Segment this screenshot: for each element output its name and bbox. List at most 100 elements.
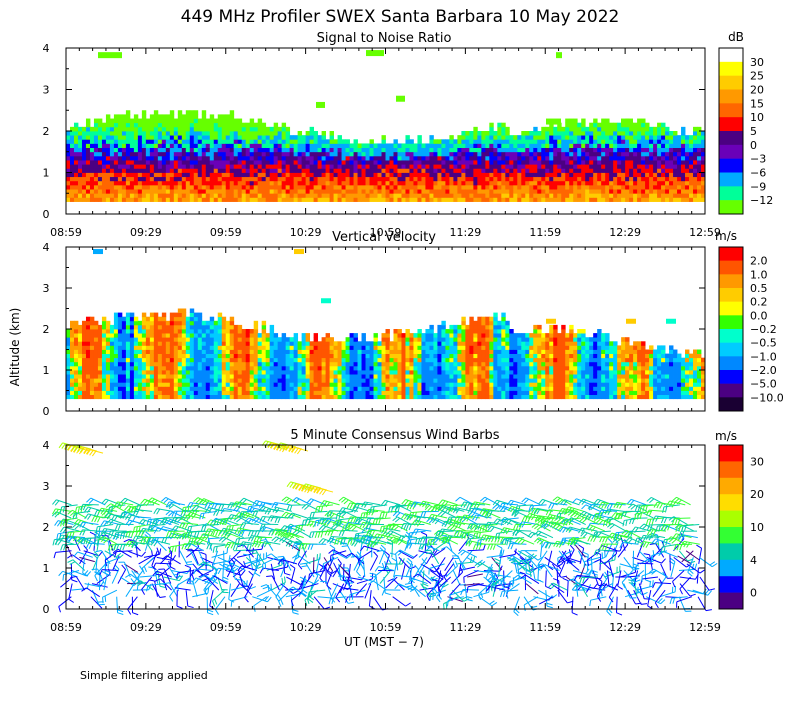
vv-cell [358, 378, 362, 383]
snr-cell [202, 110, 206, 115]
snr-cell [158, 127, 162, 132]
snr-cell [521, 148, 525, 153]
vv-cell [433, 382, 437, 387]
snr-cell [146, 143, 150, 148]
snr-cell [334, 160, 338, 165]
snr-cell [569, 160, 573, 165]
snr-cell [278, 197, 282, 202]
vv-cell [362, 350, 366, 355]
vv-cell [330, 395, 334, 400]
vv-cell [86, 317, 90, 322]
snr-cell [346, 164, 350, 169]
vv-cell [485, 366, 489, 371]
vv-cell [449, 358, 453, 363]
snr-cell [481, 139, 485, 144]
snr-cell [493, 164, 497, 169]
snr-cell [114, 193, 118, 198]
vv-cell [481, 329, 485, 334]
vv-cell [489, 350, 493, 355]
snr-cell [254, 181, 258, 186]
snr-cell [142, 197, 146, 202]
vv-cell [94, 382, 98, 387]
vv-cell [374, 354, 378, 359]
snr-cell [657, 160, 661, 165]
snr-cell [673, 168, 677, 173]
vv-cell [298, 366, 302, 371]
vv-cell [130, 321, 134, 326]
vv-cell [182, 386, 186, 391]
snr-cell [561, 193, 565, 198]
snr-cell [194, 193, 198, 198]
vv-cell [170, 362, 174, 367]
vv-cell [342, 366, 346, 371]
snr-cell [525, 135, 529, 140]
snr-cell [194, 131, 198, 136]
vv-cell [186, 317, 190, 322]
snr-cell [621, 185, 625, 190]
vv-cell [382, 358, 386, 363]
vv-cell [370, 370, 374, 375]
snr-cell [258, 185, 262, 190]
snr-cell [222, 189, 226, 194]
snr-cell [437, 160, 441, 165]
vv-cell [397, 333, 401, 338]
snr-cell [94, 177, 98, 182]
vv-cell [282, 378, 286, 383]
vv-cell [198, 358, 202, 363]
snr-cell [358, 177, 362, 182]
snr-cell [350, 189, 354, 194]
snr-cell [417, 143, 421, 148]
snr-cell [525, 173, 529, 178]
vv-cell [178, 337, 182, 342]
snr-cell [437, 164, 441, 169]
snr-cell [589, 152, 593, 157]
snr-cell [266, 156, 270, 161]
vv-cell [302, 366, 306, 371]
snr-cell [106, 119, 110, 124]
snr-cell [529, 152, 533, 157]
snr-cell [126, 152, 130, 157]
snr-cell [210, 193, 214, 198]
snr-cell [246, 139, 250, 144]
snr-cell [453, 164, 457, 169]
vv-cell [106, 341, 110, 346]
vv-cell [346, 354, 350, 359]
snr-cell [677, 189, 681, 194]
snr-cell [653, 185, 657, 190]
vv-cell [397, 350, 401, 355]
snr-cell [358, 185, 362, 190]
vv-cell [98, 358, 102, 363]
snr-cell [382, 197, 386, 202]
vv-cell [274, 374, 278, 379]
snr-cell [366, 193, 370, 198]
vv-cell [338, 382, 342, 387]
snr-cell [126, 148, 130, 153]
snr-cell [146, 177, 150, 182]
colorbar-label: 15 [750, 97, 764, 110]
snr-cell [106, 156, 110, 161]
snr-cell [677, 185, 681, 190]
snr-cell [693, 189, 697, 194]
vv-cell [238, 366, 242, 371]
vv-cell [142, 317, 146, 322]
snr-cell [142, 131, 146, 136]
snr-cell [174, 173, 178, 178]
snr-cell [453, 139, 457, 144]
snr-cell [493, 139, 497, 144]
snr-cell [661, 152, 665, 157]
snr-cell [258, 181, 262, 186]
vv-cell [366, 370, 370, 375]
vv-cell [98, 337, 102, 342]
vv-cell [230, 386, 234, 391]
snr-cell [234, 185, 238, 190]
snr-cell [417, 193, 421, 198]
snr-cell [401, 168, 405, 173]
snr-cell [553, 135, 557, 140]
vv-cell [118, 325, 122, 330]
vv-cell [401, 386, 405, 391]
snr-cell [493, 189, 497, 194]
snr-cell [461, 131, 465, 136]
snr-cell [665, 164, 669, 169]
vv-cell [222, 345, 226, 350]
snr-cell [266, 197, 270, 202]
